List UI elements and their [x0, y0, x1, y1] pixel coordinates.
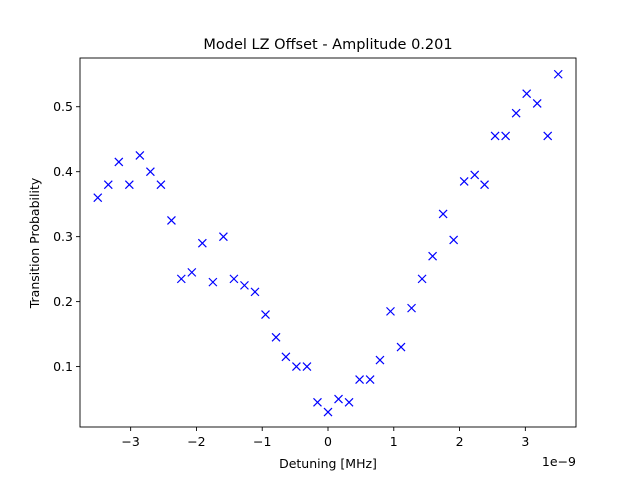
data-point	[459, 177, 469, 186]
data-point	[208, 277, 218, 287]
y-tick-label: 0.2	[53, 294, 73, 309]
y-tick-label: 0.5	[53, 99, 73, 114]
data-point	[511, 108, 521, 118]
data-point	[240, 280, 249, 290]
x-tick-label: −1	[253, 434, 271, 449]
y-axis-ticks: 0.1 0.2 0.3 0.4 0.5	[53, 99, 80, 374]
x-tick-label: −3	[121, 434, 139, 449]
data-point	[480, 180, 489, 190]
data-point	[156, 180, 166, 190]
data-point	[135, 151, 145, 160]
data-point	[532, 99, 542, 108]
data-markers	[93, 69, 563, 417]
data-point	[417, 274, 427, 284]
data-point	[490, 131, 500, 141]
y-tick-label: 0.4	[53, 164, 73, 179]
x-tick-label: 0	[324, 434, 332, 449]
data-point	[187, 267, 197, 277]
data-point	[197, 238, 207, 248]
x-tick-label: 2	[456, 434, 464, 449]
axes-frame	[79, 57, 577, 428]
data-point	[386, 306, 395, 316]
data-point	[365, 375, 375, 384]
data-point	[114, 157, 124, 167]
data-point	[271, 332, 281, 342]
data-point	[124, 180, 134, 190]
y-axis-label: Transition Probability	[27, 177, 42, 309]
x-tick-label: 3	[521, 434, 529, 449]
x-tick-label: 1	[390, 434, 398, 449]
data-point	[145, 167, 155, 177]
data-point	[261, 310, 270, 320]
data-point	[229, 274, 239, 284]
y-tick-label: 0.1	[53, 359, 73, 374]
plot-area	[79, 57, 577, 428]
data-point	[543, 131, 553, 141]
data-point	[218, 232, 228, 242]
x-tick-label: −2	[187, 434, 205, 449]
data-point	[355, 375, 364, 384]
data-point	[176, 274, 186, 284]
data-point	[334, 394, 343, 404]
data-point	[438, 209, 448, 219]
data-point	[250, 287, 260, 297]
x-axis-ticks: −3 −2 −1 0 1 2 3	[121, 427, 529, 449]
data-point	[522, 89, 532, 99]
data-point	[302, 362, 312, 372]
data-point	[292, 362, 301, 372]
data-point	[375, 355, 385, 365]
data-point	[323, 407, 333, 417]
data-point	[501, 131, 511, 141]
data-point	[344, 397, 354, 407]
x-axis-label: Detuning [MHz]	[279, 456, 377, 471]
x-axis-offset-text: 1e−9	[542, 454, 576, 469]
data-point	[449, 235, 459, 245]
data-point	[470, 170, 480, 180]
data-point	[93, 193, 103, 203]
data-point	[407, 303, 416, 313]
data-point	[281, 352, 291, 362]
data-point	[553, 69, 563, 79]
data-point	[313, 397, 322, 407]
data-point	[103, 180, 113, 190]
y-tick-label: 0.3	[53, 229, 73, 244]
data-point	[428, 251, 438, 261]
chart-title: Model LZ Offset - Amplitude 0.201	[203, 37, 452, 53]
data-point	[167, 215, 176, 225]
data-point	[396, 342, 406, 352]
